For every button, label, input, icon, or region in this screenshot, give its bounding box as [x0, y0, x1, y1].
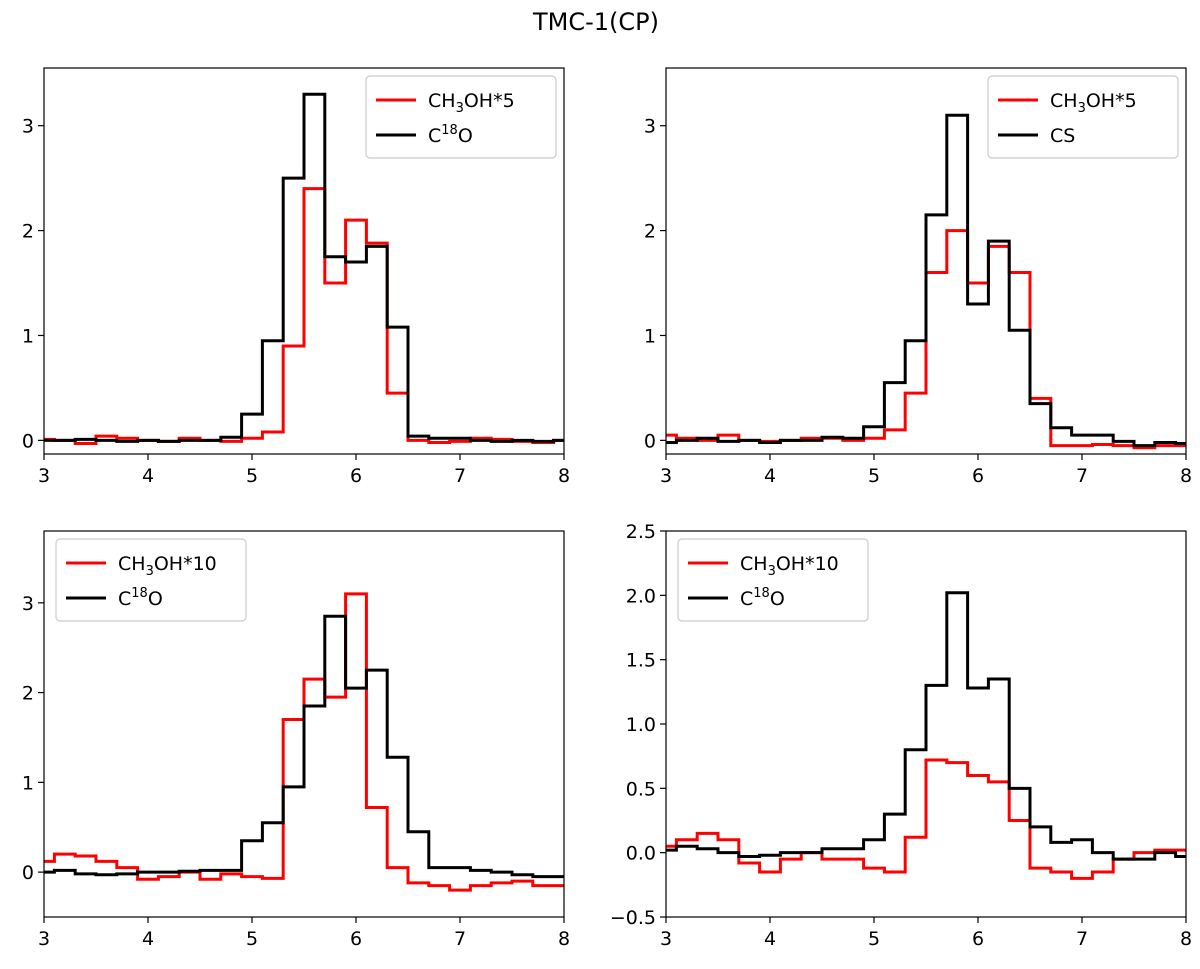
- legend-label: C18O: [118, 586, 163, 610]
- y-tick-label: 2: [22, 221, 34, 243]
- axes-frame: [43, 530, 565, 918]
- x-tick-label: 4: [142, 928, 154, 950]
- y-tick-label: 0.0: [626, 843, 656, 865]
- x-tick-label: 7: [1076, 465, 1088, 487]
- x-tick-label: 6: [350, 465, 362, 487]
- x-tick-label: 7: [1076, 928, 1088, 950]
- y-tick-label: 2: [644, 221, 656, 243]
- plot-area: [666, 591, 1186, 880]
- y-tick-label: −0.5: [610, 907, 656, 929]
- x-tick-label: 3: [38, 465, 50, 487]
- figure-title: TMC-1(CP): [532, 8, 659, 36]
- axes-frame: [665, 67, 1187, 455]
- x-tick-label: 8: [1180, 465, 1192, 487]
- x-tick-label: 6: [972, 465, 984, 487]
- y-tick-label: 1.0: [626, 714, 656, 736]
- y-tick-label: 1: [22, 325, 34, 347]
- y-tick-label: 1: [644, 325, 656, 347]
- panel-bottom-right: 3 4 5 6 7 8 −0.5 0.0 0.5 1.0 1.5 2.0 2.5 CH3OH*10 C18O: [610, 521, 1192, 950]
- series-line-cs: [666, 113, 1186, 448]
- series-line-c18o: [44, 614, 564, 879]
- plot-area: [44, 92, 564, 446]
- x-tick-label: 4: [764, 928, 776, 950]
- panel-top-right: 3 4 5 6 7 8 0 1 2 3 CH3OH*5 CS: [644, 67, 1192, 487]
- x-tick-label: 3: [660, 465, 672, 487]
- y-tick-label: 3: [22, 116, 34, 138]
- x-tick-label: 5: [868, 928, 880, 950]
- y-tick-label: 0: [22, 430, 34, 452]
- axes-frame: [43, 67, 565, 455]
- x-tick-label: 5: [868, 465, 880, 487]
- x-tick-label: 6: [350, 928, 362, 950]
- legend-frame: [677, 538, 869, 622]
- y-tick-label: 0: [22, 862, 34, 884]
- legend-label: CH3OH*5: [428, 90, 515, 116]
- x-tick-label: 8: [558, 928, 570, 950]
- legend-label: C18O: [740, 586, 785, 610]
- series-line-c18o: [44, 92, 564, 443]
- legend: CH3OH*5 C18O: [365, 75, 557, 159]
- x-tick-label: 7: [454, 928, 466, 950]
- x-tick-label: 6: [972, 928, 984, 950]
- x-tick-label: 7: [454, 465, 466, 487]
- series-line-ch3oh-10: [666, 758, 1186, 880]
- plot-area: [666, 113, 1186, 450]
- x-tick-label: 4: [764, 465, 776, 487]
- y-tick-label: 0.5: [626, 778, 656, 800]
- x-tick-label: 4: [142, 465, 154, 487]
- legend-label: CH3OH*10: [740, 553, 839, 579]
- series-line-ch3oh-5: [44, 187, 564, 446]
- y-tick-label: 1.5: [626, 650, 656, 672]
- panel-bottom-left: 3 4 5 6 7 8 0 1 2 3 CH3OH*10 C18O: [22, 530, 570, 950]
- legend-label: C18O: [428, 123, 473, 147]
- legend: CH3OH*5 CS: [987, 75, 1179, 159]
- legend: CH3OH*10 C18O: [677, 538, 869, 622]
- x-tick-label: 8: [558, 465, 570, 487]
- series-line-c18o: [666, 591, 1186, 861]
- x-tick-label: 3: [660, 928, 672, 950]
- legend-frame: [55, 538, 247, 622]
- legend-frame: [987, 75, 1179, 159]
- y-tick-label: 3: [22, 593, 34, 615]
- plot-area: [44, 592, 564, 892]
- y-tick-label: 2: [22, 683, 34, 705]
- legend-label: CH3OH*5: [1050, 90, 1137, 116]
- y-tick-label: 1: [22, 772, 34, 794]
- legend: CH3OH*10 C18O: [55, 538, 247, 622]
- x-tick-label: 8: [1180, 928, 1192, 950]
- panel-top-left: 3 4 5 6 7 8 0 1 2 3 CH3OH*5 C18O: [22, 67, 570, 487]
- legend-frame: [365, 75, 557, 159]
- legend-label: CH3OH*10: [118, 553, 217, 579]
- x-tick-label: 3: [38, 928, 50, 950]
- y-tick-label: 3: [644, 116, 656, 138]
- legend-label: CS: [1050, 125, 1075, 147]
- x-tick-label: 5: [246, 465, 258, 487]
- y-tick-label: 2.5: [626, 521, 656, 543]
- y-tick-label: 2.0: [626, 585, 656, 607]
- y-tick-label: 0: [644, 430, 656, 452]
- x-tick-label: 5: [246, 928, 258, 950]
